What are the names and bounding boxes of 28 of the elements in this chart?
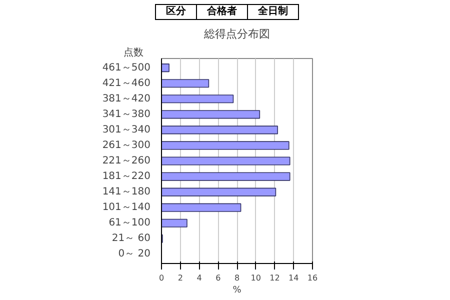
text: 全日制 xyxy=(248,4,298,20)
y-tick-label: 61～100 xyxy=(108,218,150,229)
x-axis-title: % xyxy=(232,286,242,296)
x-tick-label: 14 xyxy=(288,274,299,282)
y-tick-label: 21～ 60 xyxy=(112,233,151,244)
x-tick-label: 6 xyxy=(216,274,221,282)
x-tick-label: 12 xyxy=(270,274,280,282)
x-tick-label: 16 xyxy=(307,274,318,282)
y-axis-title: 点数 xyxy=(124,46,144,58)
x-tick-label: 8 xyxy=(234,274,240,282)
y-tick-label: 341～380 xyxy=(102,108,151,120)
x-tick-label: 4 xyxy=(196,274,202,282)
y-tick-label: 461～500 xyxy=(102,62,151,74)
y-tick-label: 221～260 xyxy=(102,156,151,166)
y-tick-label: 141～180 xyxy=(102,186,151,198)
y-tick-label: 0～ 20 xyxy=(118,248,150,260)
x-tick-label: 2 xyxy=(178,274,183,282)
y-tick-label: 381～420 xyxy=(102,93,151,104)
y-tick-label: 261～300 xyxy=(102,140,151,151)
x-tick-label: 0 xyxy=(158,274,164,282)
y-tick-label: 181～220 xyxy=(102,171,151,182)
text: 合格者 xyxy=(196,4,248,20)
x-tick-label: 10 xyxy=(250,274,261,282)
y-tick-label: 101～140 xyxy=(102,202,151,214)
y-tick-label: 421～460 xyxy=(102,78,151,89)
text: 区分 xyxy=(156,4,196,20)
y-tick-label: 301～340 xyxy=(102,124,151,136)
chart-title: 総得点分布図 xyxy=(203,28,270,40)
